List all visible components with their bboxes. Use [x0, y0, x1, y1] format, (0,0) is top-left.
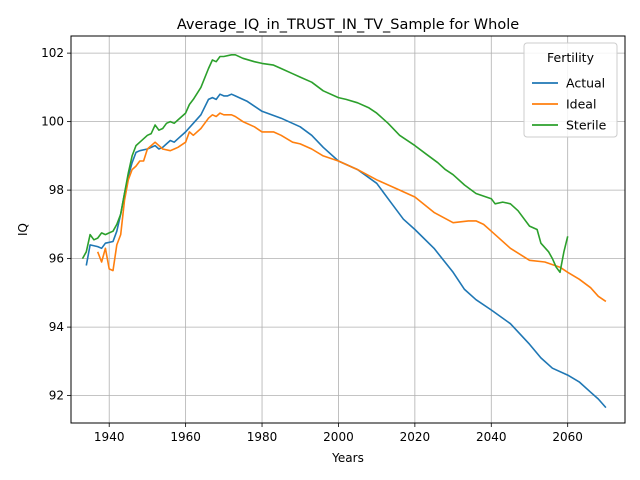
series-line-sterile: [81, 53, 569, 274]
x-tick-label: 2060: [552, 430, 583, 444]
series-layer: [81, 53, 607, 409]
legend-box: [523, 42, 618, 138]
x-tick-label: 2040: [476, 430, 507, 444]
x-tick-label: 1940: [94, 430, 125, 444]
y-tick-label: 92: [49, 389, 64, 403]
plot-frame: [70, 35, 626, 424]
legend-label-ideal: Ideal: [566, 97, 596, 112]
x-axis: 1940 1960 1980 2000 2020 2040 2060: [94, 423, 583, 444]
y-tick-label: 98: [49, 183, 64, 197]
y-tick-label: 94: [49, 320, 64, 334]
series-line-ideal: [96, 112, 607, 303]
legend-label-sterile: Sterile: [566, 118, 607, 133]
legend-title: Fertility: [547, 50, 595, 65]
x-tick-label: 1980: [247, 430, 278, 444]
y-axis: 92 94 96 98 100 102: [41, 46, 71, 403]
x-tick-label: 2000: [323, 430, 354, 444]
x-tick-label: 2020: [400, 430, 431, 444]
y-tick-label: 96: [49, 252, 64, 266]
legend-label-actual: Actual: [566, 76, 605, 91]
grid: [71, 36, 625, 423]
chart-title: Average_IQ_in_TRUST_IN_TV_Sample for Who…: [177, 17, 519, 33]
y-axis-label: IQ: [16, 223, 30, 236]
series-line-actual: [85, 93, 607, 409]
y-tick-label: 100: [41, 115, 64, 129]
y-tick-label: 102: [41, 46, 64, 60]
x-tick-label: 1960: [170, 430, 201, 444]
legend: Fertility Actual Ideal Sterile: [523, 42, 618, 138]
x-axis-label: Years: [331, 451, 364, 465]
